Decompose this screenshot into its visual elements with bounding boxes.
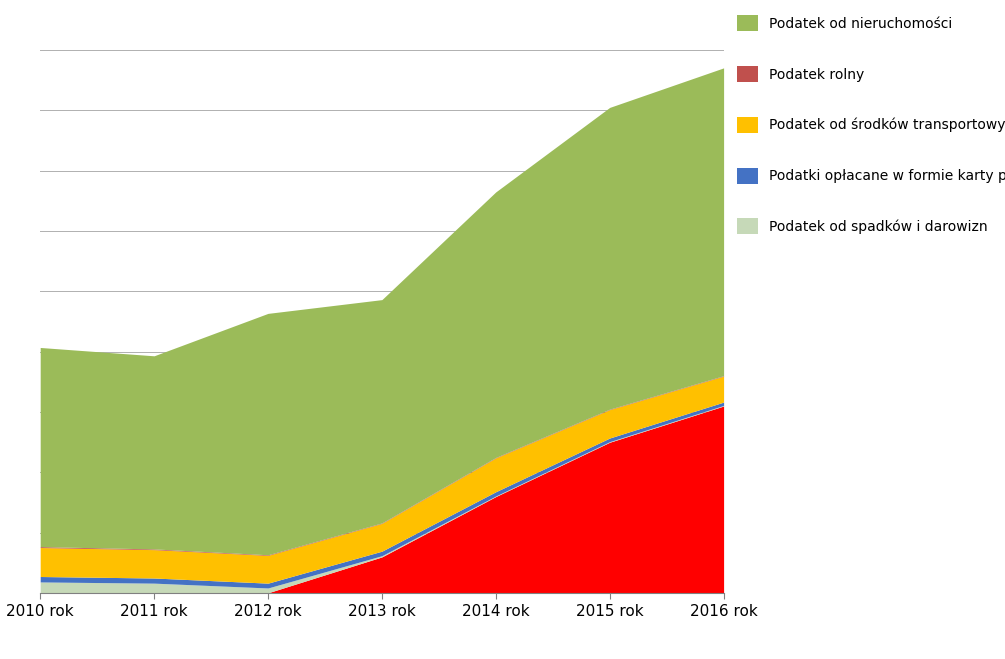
Legend: Podatek od nieruchomości, Podatek rolny, Podatek od środków transportowych, Poda: Podatek od nieruchomości, Podatek rolny,… [738, 15, 1005, 235]
